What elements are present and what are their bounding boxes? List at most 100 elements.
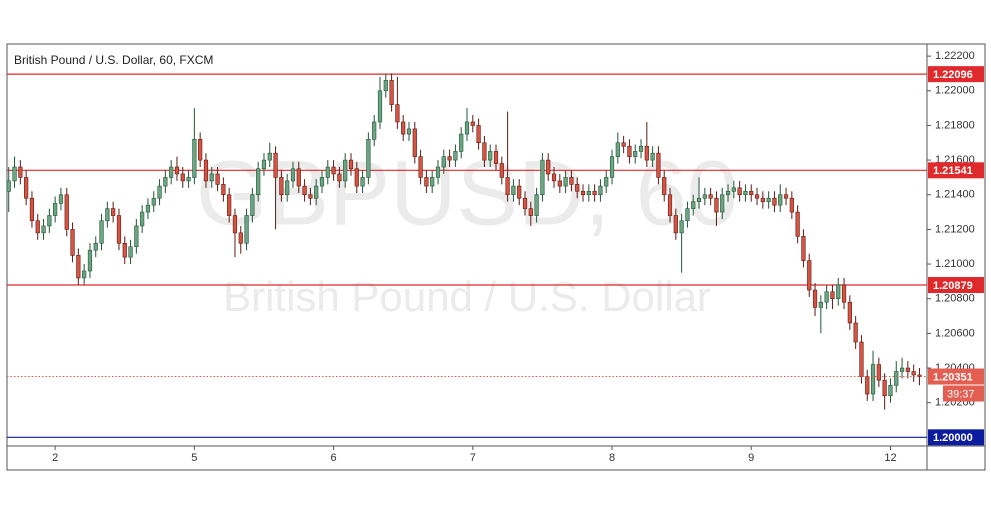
candle-body bbox=[633, 151, 638, 157]
candle-body bbox=[673, 215, 678, 234]
candle-body bbox=[853, 322, 858, 343]
candle-body bbox=[615, 142, 620, 157]
candle-body bbox=[830, 291, 835, 300]
candle-body bbox=[894, 371, 899, 386]
candle-body bbox=[778, 194, 783, 206]
candle-body bbox=[691, 201, 696, 209]
candle-body bbox=[418, 156, 423, 178]
candle-body bbox=[180, 173, 185, 182]
candle-body bbox=[105, 208, 110, 222]
price-label: 1.22096 bbox=[933, 69, 973, 81]
y-tick-label: 1.22000 bbox=[935, 85, 975, 97]
candle-body bbox=[215, 173, 220, 185]
candle-body bbox=[12, 166, 17, 182]
candle-body bbox=[865, 376, 870, 395]
candle-body bbox=[209, 173, 214, 182]
candle-body bbox=[256, 168, 261, 196]
candle-body bbox=[882, 379, 887, 397]
candle-body bbox=[296, 168, 301, 187]
candle-body bbox=[453, 151, 458, 161]
candle-body bbox=[238, 232, 243, 244]
candle-body bbox=[841, 284, 847, 303]
candle-body bbox=[64, 194, 69, 230]
x-tick-label: 2 bbox=[52, 452, 58, 464]
candle-body bbox=[134, 225, 139, 248]
price-label-box bbox=[928, 429, 984, 446]
candle-body bbox=[169, 166, 174, 178]
candle-body bbox=[82, 270, 87, 279]
candle-body bbox=[250, 194, 255, 216]
candle-body bbox=[122, 242, 127, 258]
candle-body bbox=[696, 197, 702, 202]
chart-frame bbox=[6, 43, 986, 471]
candle-body bbox=[859, 341, 864, 377]
candle-body bbox=[145, 204, 151, 213]
x-tick-label: 6 bbox=[331, 452, 337, 464]
x-tick-label: 5 bbox=[191, 452, 197, 464]
countdown-label: 39:37 bbox=[947, 388, 975, 400]
candle-body bbox=[557, 180, 562, 187]
candle-body bbox=[331, 166, 336, 175]
candle-body bbox=[406, 128, 412, 135]
candle-body bbox=[151, 197, 156, 206]
candle-body bbox=[244, 215, 249, 244]
candle-body bbox=[627, 145, 632, 157]
candle-body bbox=[163, 177, 168, 187]
candle-body bbox=[18, 166, 23, 178]
candle-body bbox=[70, 229, 75, 256]
candle-body bbox=[267, 152, 272, 161]
candle-body bbox=[493, 151, 499, 164]
candle-body bbox=[667, 194, 673, 216]
candle-body bbox=[348, 159, 354, 170]
candle-body bbox=[459, 133, 464, 152]
candle-body bbox=[35, 220, 40, 234]
candle-body bbox=[772, 197, 777, 206]
candle-body bbox=[128, 246, 133, 258]
candle-body bbox=[325, 166, 330, 178]
candle-body bbox=[488, 151, 493, 161]
candle-body bbox=[314, 185, 319, 199]
candle-body bbox=[540, 159, 545, 196]
candle-body bbox=[708, 194, 713, 199]
candle-body bbox=[140, 211, 145, 227]
candle-body bbox=[412, 128, 417, 157]
candle-body bbox=[499, 163, 504, 178]
candle-body bbox=[546, 159, 551, 175]
candle-body bbox=[737, 187, 742, 196]
candle-body bbox=[116, 215, 122, 244]
candle-body bbox=[917, 374, 922, 377]
candle-body bbox=[6, 180, 11, 192]
candle-body bbox=[285, 180, 290, 196]
candle-body bbox=[609, 156, 615, 178]
candle-body bbox=[232, 215, 238, 234]
candle-body bbox=[731, 187, 736, 192]
candle-body bbox=[58, 194, 64, 204]
candle-body bbox=[911, 371, 916, 376]
candle-body bbox=[476, 125, 481, 144]
price-label-box bbox=[928, 277, 984, 294]
candle-body bbox=[598, 185, 603, 196]
candle-body bbox=[157, 185, 162, 199]
candle-body bbox=[517, 185, 522, 199]
x-tick-label: 8 bbox=[609, 452, 615, 464]
candle-body bbox=[795, 211, 800, 237]
candle-body bbox=[551, 173, 557, 182]
candle-body bbox=[528, 208, 533, 216]
price-label-box bbox=[928, 162, 984, 179]
candle-body bbox=[24, 177, 29, 199]
y-tick-label: 1.20600 bbox=[935, 327, 975, 339]
candle-body bbox=[679, 220, 684, 234]
candle-body bbox=[586, 190, 591, 196]
candle-body bbox=[302, 185, 307, 196]
candle-body bbox=[174, 166, 180, 175]
candle-body bbox=[575, 184, 580, 192]
y-tick-label: 1.22200 bbox=[935, 50, 975, 62]
countdown-box bbox=[943, 385, 984, 402]
candle-body bbox=[319, 177, 325, 187]
candle-body bbox=[273, 152, 278, 178]
candle-body bbox=[354, 168, 359, 187]
candle-body bbox=[203, 159, 209, 182]
candle-body bbox=[824, 291, 829, 303]
candle-body bbox=[41, 225, 46, 234]
